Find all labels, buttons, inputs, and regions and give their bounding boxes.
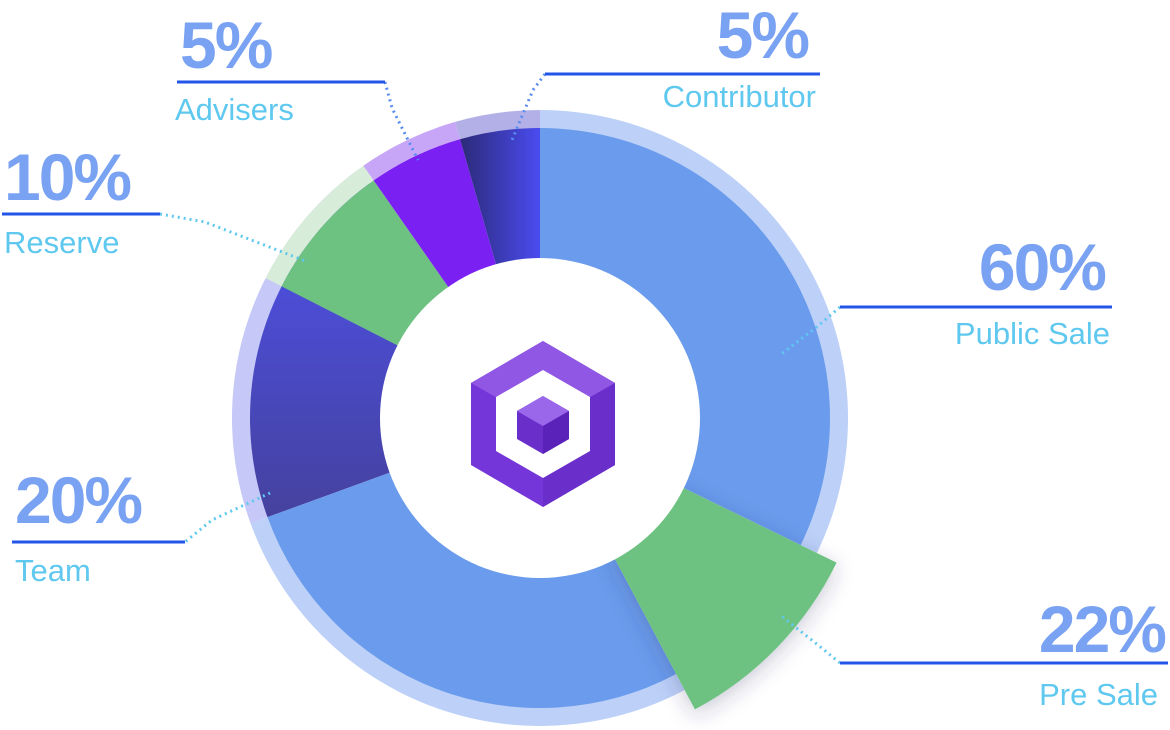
reserve-percent: 10% bbox=[4, 140, 130, 214]
pre-sale-slice bbox=[610, 483, 837, 710]
label-underlines bbox=[2, 72, 1168, 665]
slices bbox=[250, 128, 837, 710]
contributor-leader bbox=[510, 73, 547, 141]
leader-lines bbox=[12, 73, 841, 665]
pre-sale-label: Pre Sale bbox=[1039, 677, 1158, 712]
reserve-label: Reserve bbox=[4, 225, 119, 260]
pre-sale-leader bbox=[779, 613, 841, 665]
team-label: Team bbox=[15, 553, 91, 588]
team-percent: 20% bbox=[15, 463, 141, 537]
public-sale-slice bbox=[540, 128, 830, 546]
contributor-percent: 5% bbox=[717, 0, 809, 72]
public-sale-bottom-ring bbox=[250, 516, 685, 726]
advisers-slice bbox=[373, 139, 499, 296]
advisers-ring bbox=[363, 121, 461, 183]
reserve-slice bbox=[281, 180, 454, 350]
contributor-slice bbox=[460, 128, 540, 274]
reserve-ring bbox=[265, 165, 375, 288]
public-sale-bottom-slice bbox=[267, 469, 677, 708]
labels: 5% Contributor 5% Advisers 10% Reserve 6… bbox=[4, 0, 1167, 712]
contributor-ring bbox=[455, 110, 540, 142]
public-sale-ring bbox=[540, 110, 849, 554]
public-sale-label: Public Sale bbox=[955, 316, 1110, 351]
reserve-leader bbox=[159, 212, 309, 264]
public-sale-percent: 60% bbox=[979, 230, 1105, 304]
hexagon-cube-logo-icon bbox=[471, 341, 615, 507]
public-sale-leader bbox=[779, 305, 841, 357]
contributor-label: Contributor bbox=[663, 79, 816, 114]
pre-sale-percent: 22% bbox=[1039, 592, 1165, 666]
advisers-percent: 5% bbox=[180, 8, 272, 82]
advisers-label: Advisers bbox=[175, 92, 294, 127]
